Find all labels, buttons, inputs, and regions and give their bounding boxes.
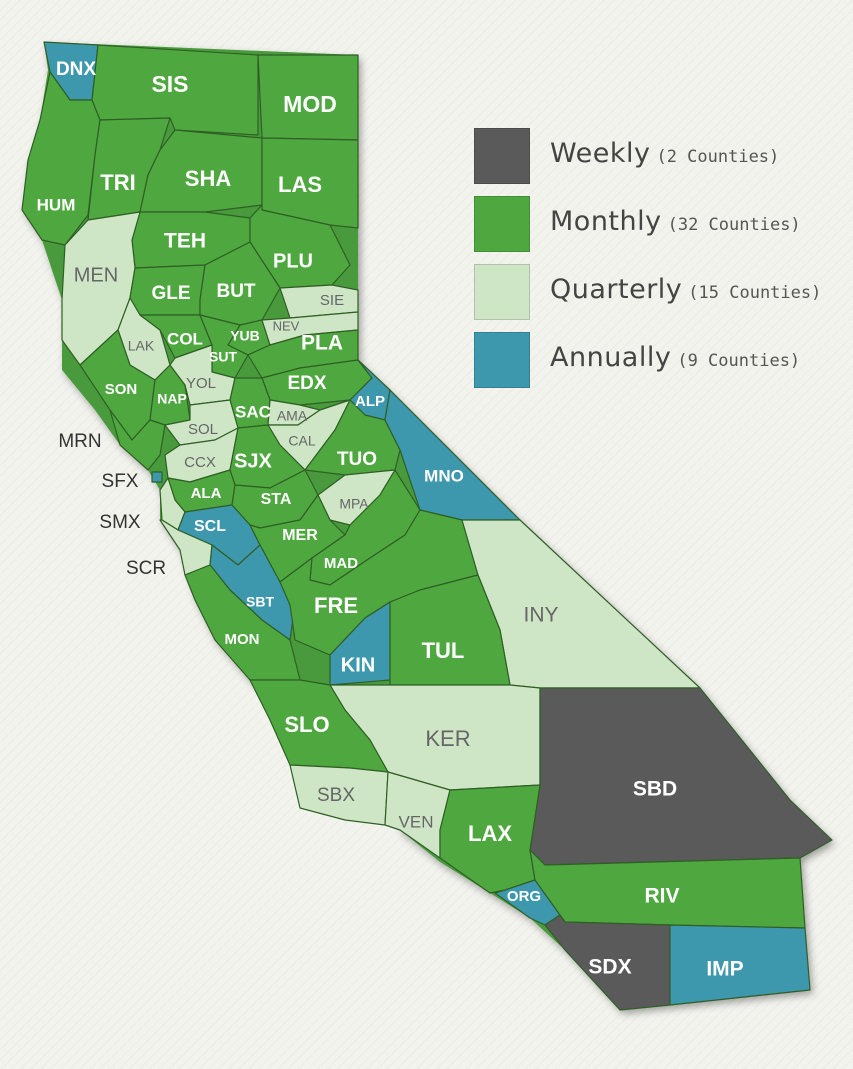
label-MOD: MOD	[283, 91, 337, 117]
label-SBT: SBT	[246, 594, 274, 610]
label-TUO: TUO	[337, 449, 377, 470]
label-SCL: SCL	[194, 518, 226, 535]
label-ALA: ALA	[191, 485, 222, 502]
label-MNO: MNO	[424, 466, 464, 485]
label-RIV: RIV	[644, 885, 679, 908]
legend-item-monthly: Monthly (32 Counties)	[474, 196, 844, 254]
legend-count-weekly: (2 Counties)	[656, 147, 780, 167]
label-IMP: IMP	[706, 958, 743, 981]
label-FRE: FRE	[314, 593, 358, 618]
label-SMX: SMX	[99, 512, 141, 533]
label-GLE: GLE	[151, 283, 190, 304]
county-IMP[interactable]	[669, 924, 811, 1006]
legend-swatch-monthly	[474, 196, 530, 252]
label-INY: INY	[523, 604, 558, 627]
label-SIS: SIS	[151, 71, 188, 97]
label-YUB: YUB	[230, 328, 260, 344]
label-SHA: SHA	[185, 166, 232, 191]
label-PLA: PLA	[301, 332, 343, 355]
county-HUM[interactable]	[21, 71, 101, 246]
legend-item-quarterly: Quarterly (15 Counties)	[474, 264, 844, 322]
label-TEH: TEH	[164, 230, 206, 253]
legend-count-monthly: (32 Counties)	[667, 215, 801, 235]
legend-label-annually: Annually	[550, 342, 672, 373]
legend-swatch-annually	[474, 332, 530, 388]
label-ORG: ORG	[507, 888, 541, 905]
legend-label-monthly: Monthly	[550, 206, 662, 237]
county-SIE[interactable]	[279, 284, 359, 319]
county-labels: DNX SIS MOD HUM TRI SHA LAS TEH PLU MEN …	[37, 59, 744, 981]
label-MON: MON	[225, 631, 260, 648]
label-YOL: YOL	[186, 375, 216, 392]
legend-item-annually: Annually (9 Counties)	[474, 332, 844, 390]
label-EDX: EDX	[287, 373, 326, 394]
label-CAL: CAL	[288, 433, 315, 449]
legend-count-quarterly: (15 Counties)	[688, 283, 822, 303]
legend-swatch-quarterly	[474, 264, 530, 320]
legend-swatch-weekly	[474, 128, 530, 184]
label-DNX: DNX	[56, 59, 96, 80]
label-COL: COL	[167, 329, 203, 348]
label-LAS: LAS	[278, 172, 322, 197]
label-SON: SON	[105, 381, 138, 398]
label-MPA: MPA	[339, 496, 369, 512]
label-LAK: LAK	[128, 338, 155, 354]
label-LAX: LAX	[468, 821, 512, 846]
label-SOL: SOL	[188, 421, 218, 438]
legend-label-weekly: Weekly	[550, 138, 651, 169]
county-MRN[interactable]	[109, 409, 166, 471]
label-KIN: KIN	[341, 654, 375, 676]
label-SDX: SDX	[588, 956, 631, 979]
label-MER: MER	[282, 527, 318, 544]
label-MEN: MEN	[74, 264, 118, 286]
label-SAC: SAC	[235, 402, 271, 421]
label-TUL: TUL	[422, 638, 465, 663]
label-MRN: MRN	[58, 431, 101, 452]
label-NEV: NEV	[273, 318, 300, 333]
label-SUT: SUT	[209, 349, 237, 365]
county-SBD[interactable]	[529, 687, 833, 866]
label-VEN: VEN	[399, 812, 434, 831]
legend-count-annually: (9 Counties)	[677, 351, 801, 371]
label-SIE: SIE	[320, 292, 344, 309]
legend-label-quarterly: Quarterly	[550, 274, 683, 305]
label-SFX: SFX	[102, 471, 139, 492]
label-STA: STA	[261, 491, 292, 508]
label-SJX: SJX	[234, 450, 272, 472]
label-ALP: ALP	[355, 393, 385, 410]
label-NAP: NAP	[157, 391, 187, 407]
label-PLU: PLU	[273, 250, 313, 272]
county-SFX[interactable]	[151, 471, 163, 483]
label-CCX: CCX	[184, 454, 216, 471]
label-SBX: SBX	[317, 785, 355, 806]
label-KER: KER	[425, 726, 470, 751]
label-SCR: SCR	[126, 558, 166, 579]
label-MAD: MAD	[324, 555, 358, 572]
county-SLO[interactable]	[249, 679, 389, 773]
legend-item-weekly: Weekly (2 Counties)	[474, 128, 844, 186]
label-SBD: SBD	[633, 778, 677, 801]
county-MON[interactable]	[184, 564, 301, 681]
label-TRI: TRI	[100, 170, 135, 195]
legend: Weekly (2 Counties) Monthly (32 Counties) …	[474, 128, 844, 400]
label-BUT: BUT	[216, 281, 255, 302]
label-SLO: SLO	[284, 712, 329, 737]
label-HUM: HUM	[37, 195, 76, 214]
county-LAS[interactable]	[261, 137, 359, 229]
counties-layer	[21, 41, 833, 1011]
label-AMA: AMA	[277, 408, 308, 424]
